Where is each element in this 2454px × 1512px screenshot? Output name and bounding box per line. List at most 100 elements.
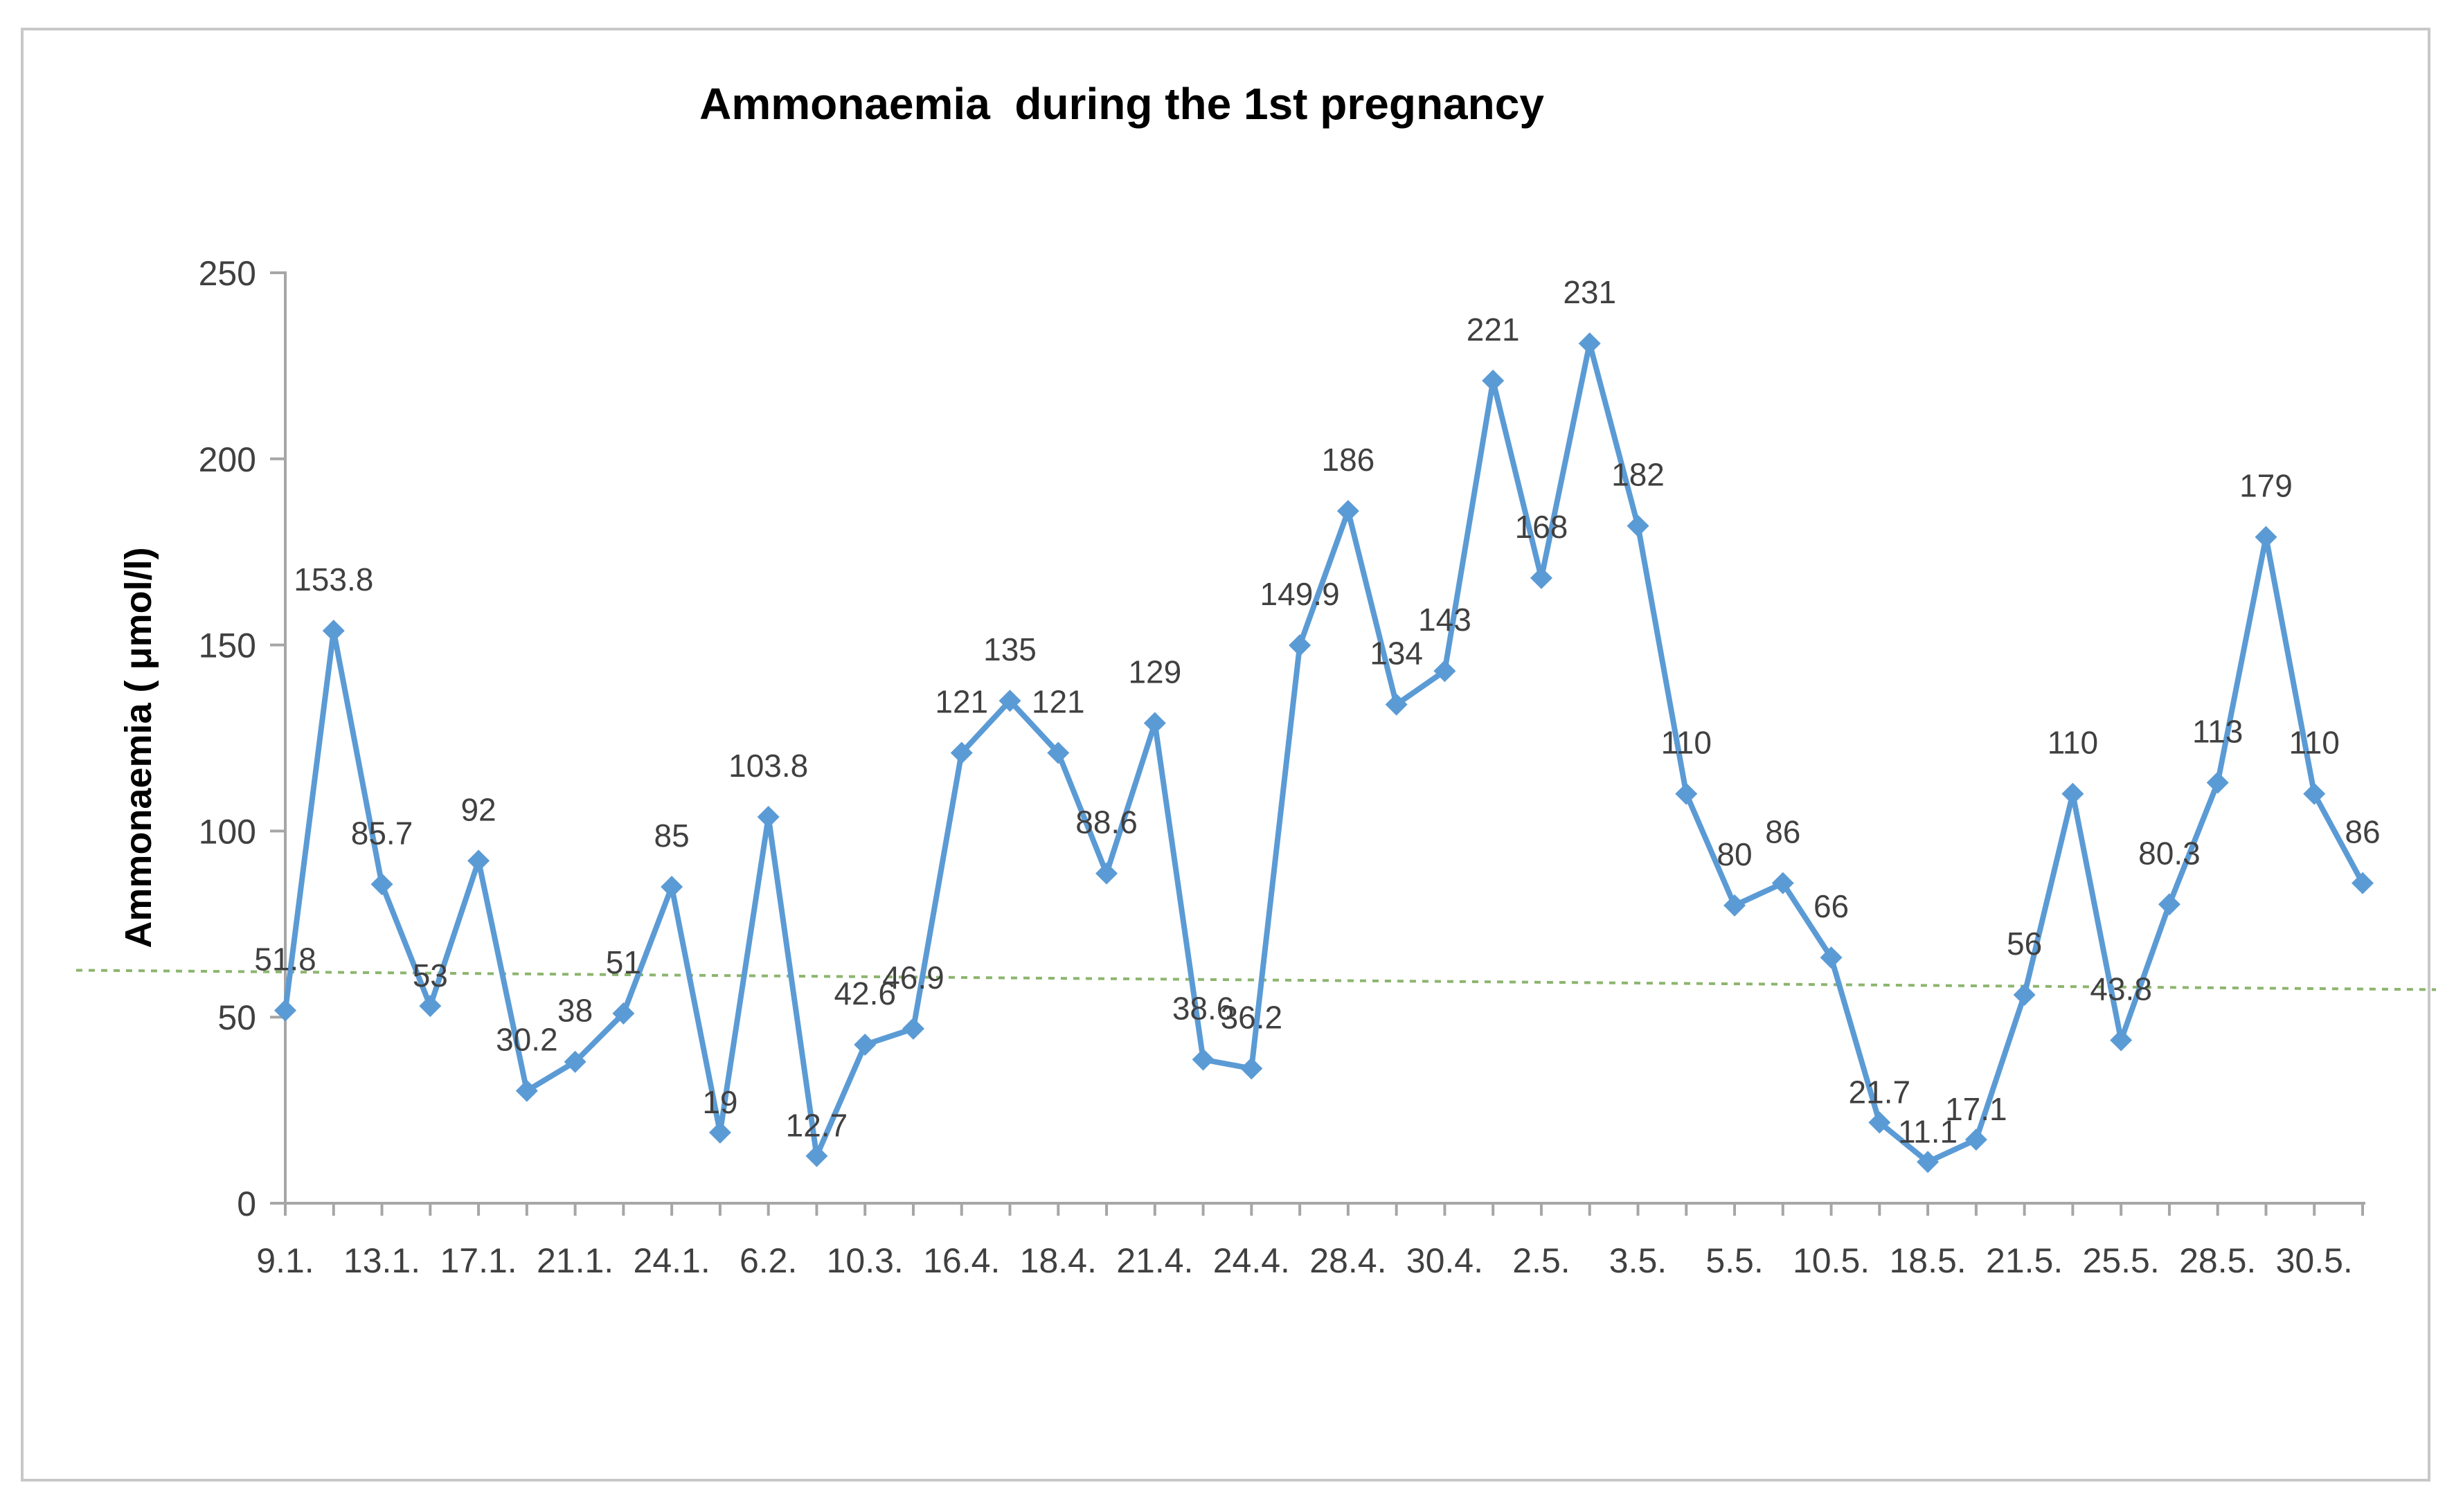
- x-tick-label-1: 13.1.: [343, 1241, 420, 1280]
- data-point-15: [998, 690, 1021, 712]
- data-point-33: [1868, 1111, 1891, 1134]
- data-point-39: [2158, 893, 2180, 916]
- data-label-34: 11.1: [1898, 1113, 1958, 1149]
- data-label-0: 51.8: [254, 942, 316, 978]
- data-label-8: 85: [654, 818, 690, 854]
- x-tick-label-7: 16.4.: [923, 1241, 1000, 1280]
- data-label-15: 135: [983, 631, 1037, 667]
- data-label-9: 19: [702, 1084, 737, 1120]
- data-label-33: 21.7: [1849, 1074, 1911, 1110]
- x-tick-label-17: 18.5.: [1889, 1241, 1966, 1280]
- data-label-10: 103.8: [728, 748, 808, 784]
- x-tick-label-9: 21.4.: [1116, 1241, 1193, 1280]
- data-point-22: [1336, 500, 1359, 523]
- y-tick-label-250: 250: [199, 254, 256, 293]
- data-point-11: [805, 1144, 828, 1167]
- data-point-26: [1530, 566, 1552, 589]
- data-point-14: [950, 741, 973, 764]
- data-label-6: 38: [557, 993, 593, 1029]
- data-label-28: 182: [1611, 457, 1665, 493]
- data-label-27: 231: [1563, 274, 1616, 310]
- x-tick-label-12: 30.4.: [1406, 1241, 1483, 1280]
- data-label-12: 42.6: [834, 975, 896, 1011]
- data-label-17: 88.6: [1075, 804, 1138, 840]
- data-point-23: [1385, 693, 1408, 716]
- data-label-40: 113: [2192, 714, 2243, 750]
- data-point-27: [1578, 332, 1601, 355]
- data-label-32: 66: [1813, 888, 1849, 924]
- x-tick-label-4: 24.1.: [634, 1241, 710, 1280]
- data-label-18: 129: [1128, 654, 1181, 690]
- data-label-30: 80: [1717, 836, 1752, 872]
- y-tick-label-200: 200: [199, 440, 256, 479]
- data-point-5: [515, 1079, 538, 1102]
- data-point-20: [1240, 1057, 1263, 1080]
- x-tick-label-5: 6.2.: [740, 1241, 797, 1280]
- data-point-19: [1192, 1048, 1215, 1071]
- data-point-0: [274, 999, 296, 1022]
- x-tick-label-2: 17.1.: [440, 1241, 517, 1280]
- data-point-25: [1482, 369, 1505, 392]
- data-point-34: [1917, 1151, 1940, 1173]
- x-tick-label-15: 5.5.: [1705, 1241, 1763, 1280]
- data-point-2: [370, 873, 393, 896]
- data-point-29: [1675, 782, 1698, 805]
- y-tick-label-100: 100: [199, 812, 256, 851]
- y-tick-label-150: 150: [199, 627, 256, 665]
- data-point-40: [2206, 771, 2229, 794]
- data-point-24: [1433, 660, 1456, 683]
- data-label-39: 80.3: [2138, 835, 2201, 871]
- data-point-10: [757, 805, 780, 828]
- data-label-16: 121: [1032, 684, 1085, 720]
- data-point-3: [419, 995, 442, 1018]
- data-label-29: 110: [1661, 725, 1712, 761]
- x-tick-label-20: 28.5.: [2179, 1241, 2256, 1280]
- y-axis-label: Ammonaemia ( μmol/l): [118, 547, 159, 948]
- y-tick-label-50: 50: [217, 998, 256, 1037]
- series-line: [283, 341, 2365, 1165]
- data-point-42: [2303, 782, 2326, 805]
- data-label-7: 51: [606, 944, 641, 980]
- x-tick-label-6: 10.3.: [827, 1241, 904, 1280]
- data-point-35: [1964, 1128, 1987, 1151]
- data-point-28: [1627, 514, 1649, 537]
- data-label-24: 143: [1418, 602, 1471, 638]
- data-point-17: [1095, 862, 1118, 885]
- data-point-21: [1289, 634, 1311, 657]
- data-point-6: [564, 1050, 586, 1073]
- x-tick-label-18: 21.5.: [1986, 1241, 2063, 1280]
- data-label-4: 92: [460, 791, 496, 827]
- data-point-18: [1143, 712, 1166, 735]
- y-tick-label-0: 0: [237, 1185, 256, 1223]
- x-tick-label-3: 21.1.: [537, 1241, 614, 1280]
- data-label-36: 56: [2007, 926, 2042, 962]
- x-tick-label-13: 2.5.: [1512, 1241, 1570, 1280]
- data-label-23: 134: [1370, 636, 1423, 672]
- x-tick-label-21: 30.5.: [2276, 1241, 2353, 1280]
- data-point-37: [2061, 782, 2084, 805]
- data-point-16: [1047, 741, 1070, 764]
- x-tick-label-8: 18.4.: [1020, 1241, 1097, 1280]
- x-tick-label-14: 3.5.: [1609, 1241, 1667, 1280]
- data-label-2: 85.7: [351, 815, 413, 851]
- data-label-41: 179: [2239, 468, 2293, 504]
- data-point-41: [2255, 525, 2277, 548]
- data-point-4: [467, 849, 490, 872]
- x-tick-label-19: 25.5.: [2083, 1241, 2160, 1280]
- data-point-43: [2352, 872, 2374, 894]
- data-label-35: 17.1: [1945, 1091, 2007, 1127]
- data-point-30: [1723, 894, 1746, 917]
- data-label-20: 36.2: [1221, 999, 1283, 1035]
- data-label-19: 38.6: [1172, 990, 1235, 1026]
- data-point-1: [322, 620, 345, 642]
- data-label-21: 149.9: [1260, 576, 1340, 612]
- data-label-42: 110: [2289, 725, 2340, 761]
- data-label-37: 110: [2048, 725, 2098, 761]
- data-point-9: [708, 1121, 731, 1144]
- data-point-8: [661, 876, 683, 899]
- data-point-12: [854, 1033, 877, 1056]
- data-point-32: [1820, 946, 1843, 969]
- x-tick-label-10: 24.4.: [1213, 1241, 1290, 1280]
- data-label-11: 12.7: [786, 1108, 848, 1144]
